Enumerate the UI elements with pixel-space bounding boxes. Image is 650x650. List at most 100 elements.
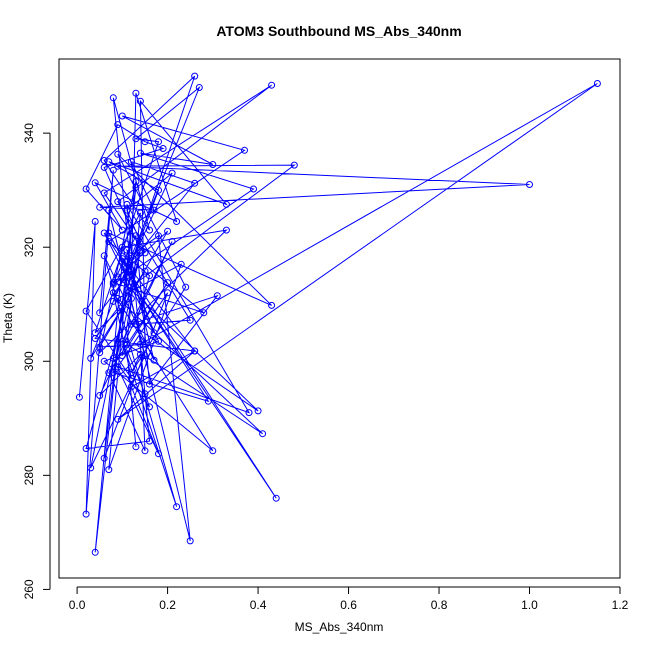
data-point: [123, 246, 131, 254]
data-point: [105, 466, 113, 474]
data-point: [164, 279, 172, 287]
data-point: [109, 369, 117, 377]
data-point: [254, 407, 262, 415]
data-point: [91, 218, 99, 225]
data-point: [114, 363, 122, 371]
data-point: [109, 297, 117, 305]
data-point: [100, 229, 108, 237]
data-point: [96, 203, 104, 211]
data-point: [168, 238, 176, 245]
data-point: [155, 232, 162, 240]
data-point: [136, 149, 144, 157]
data-point: [200, 309, 208, 317]
data-point: [109, 280, 117, 288]
data-point: [168, 169, 176, 177]
y-axis-label: Theta (K): [1, 293, 15, 343]
data-point: [593, 80, 601, 87]
x-tick-label: 0.4: [250, 598, 267, 612]
data-point: [136, 340, 144, 348]
data-point: [155, 138, 162, 146]
data-point: [118, 352, 126, 360]
data-point: [209, 161, 217, 168]
data-point: [150, 356, 158, 364]
data-point: [105, 369, 113, 377]
x-axis-label: MS_Abs_340nm: [295, 620, 384, 634]
data-point: [105, 229, 113, 237]
data-point: [100, 189, 108, 197]
data-point: [241, 146, 248, 154]
data-point: [114, 150, 122, 158]
data-point: [132, 135, 140, 143]
x-tick-label: 0.0: [69, 598, 86, 612]
data-point: [123, 263, 131, 271]
data-point: [100, 163, 108, 171]
data-point: [132, 178, 140, 186]
x-tick-label: 0.6: [340, 598, 357, 612]
x-axis: 0.0 0.2 0.4 0.6 0.8 1.0 1.2: [69, 586, 629, 612]
data-point: [259, 430, 267, 438]
data-point: [100, 252, 108, 260]
data-point: [141, 352, 149, 360]
data-point: [164, 289, 172, 297]
data-point: [100, 357, 108, 365]
y-tick-label: 260: [22, 579, 36, 599]
data-point: [118, 112, 126, 120]
data-point: [105, 158, 113, 166]
y-tick-label: 280: [22, 465, 36, 485]
data-point: [118, 337, 126, 345]
data-point: [91, 329, 99, 337]
y-tick-label: 300: [22, 351, 36, 371]
data-point: [132, 443, 140, 451]
x-tick-label: 1.2: [612, 598, 629, 612]
data-point: [146, 380, 153, 388]
data-point: [114, 273, 122, 281]
data-point: [195, 84, 203, 91]
data-point: [290, 161, 298, 169]
data-point: [136, 97, 144, 105]
data-point: [109, 354, 117, 362]
data-point: [526, 181, 533, 188]
data-point: [204, 397, 212, 405]
data-point: [136, 209, 144, 217]
data-point: [123, 272, 131, 280]
data-point: [272, 494, 280, 502]
data-point: [109, 166, 117, 174]
data-point: [132, 89, 140, 97]
data-point: [155, 450, 162, 458]
x-tick-label: 1.0: [521, 598, 538, 612]
data-point: [191, 347, 199, 355]
data-point: [250, 185, 257, 193]
data-point: [173, 503, 181, 511]
data-point: [150, 329, 158, 337]
data-point: [141, 138, 149, 146]
data-point: [114, 198, 122, 206]
data-point: [82, 445, 90, 452]
data-point: [159, 145, 167, 152]
data-point: [127, 158, 135, 166]
data-point: [186, 537, 194, 545]
data-point: [127, 295, 135, 302]
data-point: [155, 186, 162, 194]
y-axis: 260 280 300 320 340: [22, 123, 51, 599]
series-layer: [75, 72, 601, 556]
x-tick-label: 0.8: [431, 598, 448, 612]
data-point: [114, 162, 122, 170]
data-point: [82, 510, 90, 518]
data-point: [136, 249, 144, 257]
data-point: [136, 350, 144, 358]
data-point: [141, 390, 149, 398]
data-point: [75, 393, 83, 401]
data-point: [177, 260, 185, 268]
chart-title: ATOM3 Southbound MS_Abs_340nm: [216, 23, 461, 39]
data-point: [146, 226, 153, 234]
data-point: [127, 277, 135, 285]
data-point: [222, 226, 230, 234]
data-point: [191, 72, 199, 80]
data-point: [96, 309, 104, 317]
data-point: [109, 94, 117, 102]
data-point: [114, 415, 122, 423]
data-point: [82, 307, 90, 315]
series-line: [78, 75, 598, 553]
data-point: [114, 121, 122, 129]
data-point: [222, 200, 230, 208]
